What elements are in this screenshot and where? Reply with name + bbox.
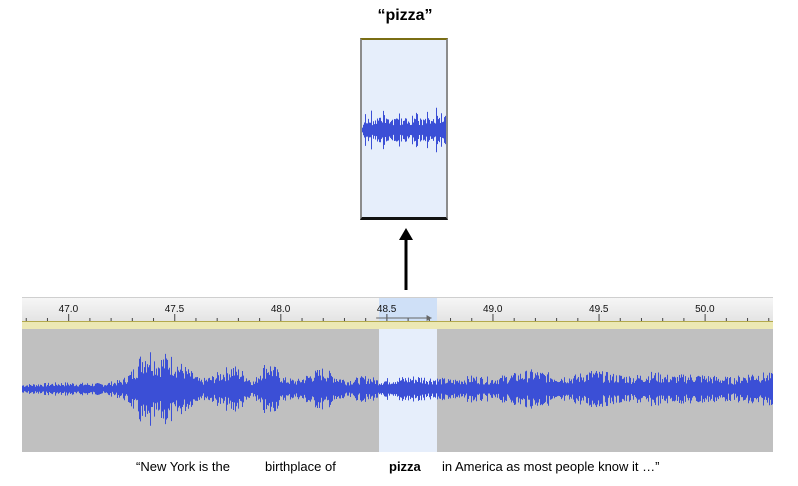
ruler-tick-label: 48.5 [376, 304, 397, 315]
zoom-title: “pizza” [377, 7, 433, 24]
up-arrow-icon [399, 228, 413, 290]
zoomed-waveform-path [362, 107, 446, 153]
ruler-tick-label: 48.0 [270, 304, 291, 315]
ruler-tick-label: 49.0 [482, 304, 503, 315]
timeline-ruler[interactable]: 47.0 47.5 48.0 48.5 49.0 49.5 50.0 [22, 297, 773, 322]
zoomed-clip [360, 38, 448, 220]
ruler-ticks [25, 314, 770, 322]
transcript-highlight: pizza [389, 459, 421, 474]
transcript-part-3: in America as most people know it …” [442, 459, 660, 474]
zoomed-waveform [362, 107, 446, 153]
selection-end-marker[interactable] [426, 315, 432, 321]
track-waveform [22, 352, 773, 426]
ruler-tick-label: 47.0 [58, 304, 79, 315]
ruler-tick-label: 50.0 [695, 304, 715, 315]
ruler-tick-label: 49.5 [589, 304, 609, 315]
ruler-tick-label: 47.5 [164, 304, 185, 315]
audio-track[interactable] [22, 329, 773, 452]
transcript-part-1: “New York is the [136, 459, 230, 474]
transcript-part-2: birthplace of [265, 459, 336, 474]
